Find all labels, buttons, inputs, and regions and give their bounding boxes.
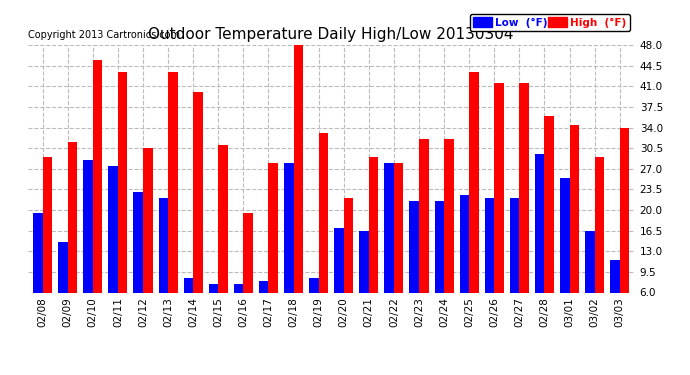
Bar [309, 278, 319, 292]
Bar [344, 198, 353, 292]
Bar [460, 195, 469, 292]
Bar [108, 166, 118, 292]
Bar [159, 198, 168, 292]
Bar [510, 198, 520, 292]
Bar [485, 198, 494, 292]
Bar [184, 278, 193, 292]
Bar [409, 201, 419, 292]
Bar [610, 260, 620, 292]
Bar [435, 201, 444, 292]
Bar [234, 284, 244, 292]
Bar [268, 163, 278, 292]
Bar [284, 163, 293, 292]
Bar [293, 42, 303, 292]
Bar [544, 116, 554, 292]
Bar [319, 134, 328, 292]
Bar [469, 72, 479, 292]
Bar [359, 231, 369, 292]
Text: Copyright 2013 Cartronics.com: Copyright 2013 Cartronics.com [28, 30, 179, 40]
Bar [494, 83, 504, 292]
Bar [218, 145, 228, 292]
Bar [620, 128, 629, 292]
Title: Outdoor Temperature Daily High/Low 20130304: Outdoor Temperature Daily High/Low 20130… [148, 27, 514, 42]
Bar [569, 124, 579, 292]
Bar [384, 163, 394, 292]
Bar [193, 92, 203, 292]
Bar [143, 148, 152, 292]
Bar [394, 163, 404, 292]
Bar [520, 83, 529, 292]
Bar [369, 157, 378, 292]
Bar [168, 72, 177, 292]
Bar [43, 157, 52, 292]
Bar [83, 160, 93, 292]
Bar [209, 284, 218, 292]
Bar [595, 157, 604, 292]
Bar [33, 213, 43, 292]
Bar [585, 231, 595, 292]
Bar [419, 139, 428, 292]
Bar [244, 213, 253, 292]
Bar [444, 139, 453, 292]
Bar [259, 281, 268, 292]
Bar [58, 242, 68, 292]
Legend: Low  (°F), High  (°F): Low (°F), High (°F) [470, 14, 629, 31]
Bar [560, 178, 569, 292]
Bar [93, 60, 102, 292]
Bar [68, 142, 77, 292]
Bar [334, 228, 344, 292]
Bar [535, 154, 544, 292]
Bar [133, 192, 143, 292]
Bar [118, 72, 128, 292]
